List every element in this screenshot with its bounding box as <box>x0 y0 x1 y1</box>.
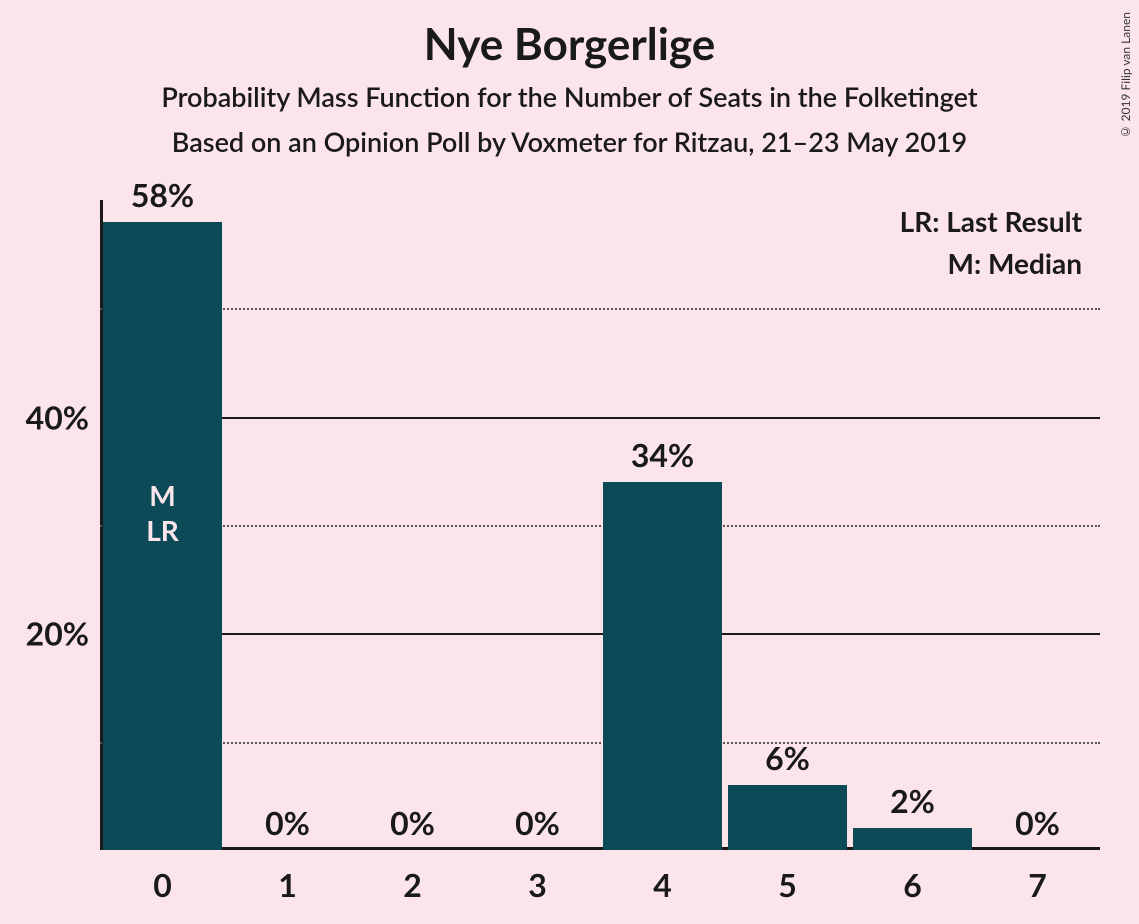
copyright-notice: © 2019 Filip van Lanen <box>1118 12 1133 140</box>
legend-lr: LR: Last Result <box>900 200 1082 242</box>
gridline-minor <box>100 308 1100 310</box>
bar-value-label: 0% <box>478 803 598 842</box>
chart-subtitle-2: Based on an Opinion Poll by Voxmeter for… <box>0 125 1139 158</box>
gridline-major <box>100 633 1100 635</box>
bar-value-label: 34% <box>603 435 723 474</box>
x-axis-label: 4 <box>603 865 723 904</box>
x-axis-label: 3 <box>478 865 598 904</box>
bar <box>603 482 722 850</box>
bar-value-label: 2% <box>853 781 973 820</box>
x-axis-label: 2 <box>353 865 473 904</box>
x-axis-label: 7 <box>978 865 1098 904</box>
legend-m: M: Median <box>900 242 1082 284</box>
x-axis-label: 5 <box>728 865 848 904</box>
bar-value-label: 6% <box>728 738 848 777</box>
plot-region: LR: Last Result M: Median 58%00%10%20%33… <box>100 200 1100 850</box>
gridline-minor <box>100 525 1100 527</box>
bar <box>728 785 847 850</box>
bar-value-label: 58% <box>103 175 223 214</box>
gridline-major <box>100 417 1100 419</box>
y-axis-label: 20% <box>9 614 89 653</box>
chart-area: LR: Last Result M: Median 58%00%10%20%33… <box>0 170 1139 910</box>
y-axis-label: 40% <box>9 397 89 436</box>
x-axis-label: 0 <box>103 865 223 904</box>
bar <box>853 828 972 850</box>
bar-value-label: 0% <box>228 803 348 842</box>
gridline-minor <box>100 742 1100 744</box>
bar-value-label: 0% <box>978 803 1098 842</box>
chart-title: Nye Borgerlige <box>0 0 1139 70</box>
x-axis-label: 1 <box>228 865 348 904</box>
legend-box: LR: Last Result M: Median <box>900 200 1082 284</box>
x-axis-label: 6 <box>853 865 973 904</box>
chart-subtitle-1: Probability Mass Function for the Number… <box>0 80 1139 113</box>
bar-annotation: MLR <box>103 478 223 548</box>
bar-value-label: 0% <box>353 803 473 842</box>
